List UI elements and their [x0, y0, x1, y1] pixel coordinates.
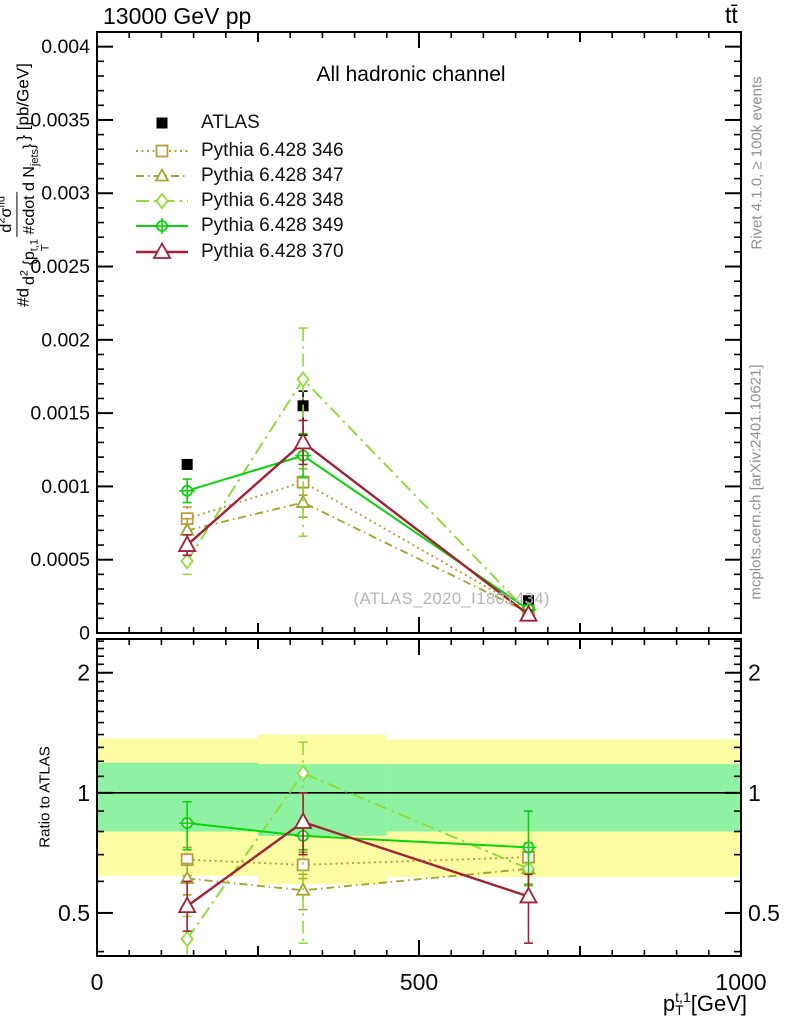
x-tick-label: 0 [91, 969, 104, 995]
legend-label: Pythia 6.428 348 [201, 190, 344, 212]
data-marker [518, 604, 539, 622]
green-band-bin1 [97, 762, 258, 832]
main-y-tick-label: 0 [79, 623, 90, 645]
channel-label: All hadronic channel [316, 63, 506, 86]
data-marker [296, 764, 310, 782]
legend-swatch-square-filled [156, 117, 168, 129]
axis-tick-labels: 0 0.0005 0.001 0.0015 0.002 0.0025 0.003 0.0035… [30, 36, 780, 995]
analysis-watermark: (ATLAS_2020_I1801434) [353, 590, 550, 608]
main-y-tick-label: 0.0005 [30, 549, 90, 571]
main-y-tick-label: 0.003 [41, 183, 90, 205]
legend-swatch-square-open [136, 144, 188, 158]
x-tick-label: 500 [400, 969, 438, 995]
series-line [186, 454, 530, 611]
data-marker [155, 192, 169, 210]
legend-swatch-diamond-open [136, 192, 188, 210]
legend: ATLAS Pythia 6.428 346 Pythia 6.428 347 Pyt… [135, 110, 344, 264]
legend-label: Pythia 6.428 346 [201, 139, 344, 161]
main-y-tick-label: 0.0035 [30, 109, 90, 131]
legend-item: Pythia 6.428 348 [135, 189, 344, 214]
data-marker [296, 858, 310, 872]
ratio-y-tick-label-right: 1 [748, 780, 761, 806]
axis-ticks [96, 32, 742, 956]
legend-item: Pythia 6.428 346 [135, 138, 344, 163]
y-title-suffix: } [pb/GeV] [13, 63, 32, 141]
main-y-tick-label: 0.0015 [30, 403, 90, 425]
main-panel-series [177, 327, 539, 622]
legend-item: Pythia 6.428 349 [135, 214, 344, 239]
series-atlas [181, 390, 534, 607]
y-title-fraction: d2σfid d2 {pt,1T #cdot d Njets} [0, 144, 51, 285]
data-marker [181, 458, 193, 470]
x-tick-label: 1000 [715, 969, 766, 995]
main-y-tick-label: 0.001 [41, 476, 90, 498]
data-marker [296, 370, 310, 388]
ratio-y-tick-label-left: 1 [77, 780, 90, 806]
series-line [186, 501, 529, 614]
legend-swatch-circle-plus [136, 218, 188, 235]
ratio-series-pythia-6-428-370 [177, 792, 539, 944]
y-title-numerator: d2σfid [0, 192, 18, 237]
main-y-tick-label: 0.002 [41, 329, 90, 351]
data-marker [293, 811, 313, 829]
beam-energy-title: 13000 GeV pp [103, 3, 252, 29]
series-pythia-6-428-370 [177, 419, 539, 622]
ratio-uncertainty-bands [97, 734, 741, 885]
data-marker [522, 595, 534, 607]
legend-swatch-triangle-open-big [136, 241, 188, 259]
data-marker [518, 886, 539, 904]
data-marker [152, 241, 172, 259]
mcplots-note: mcplots.cern.ch [arXiv:2401.10621] [747, 364, 765, 600]
main-y-axis-title: #d d2σfid d2 {pt,1T #cdot d Njets} } [pb… [0, 63, 51, 307]
data-marker [293, 432, 313, 450]
green-band-bin2 [258, 764, 387, 836]
ratio-axis-title: Ratio to ATLAS [36, 746, 54, 848]
data-marker [180, 930, 194, 948]
ratio-y-tick-label-right: 0.5 [748, 900, 780, 926]
data-marker [177, 534, 197, 552]
legend-item: Pythia 6.428 370 [135, 239, 344, 264]
green-band-bin3 [386, 764, 741, 832]
rivet-version-note: Rivet 4.1.0, ≥ 100k events [748, 76, 766, 250]
main-y-tick-label: 0.0025 [30, 256, 90, 278]
data-marker [155, 144, 169, 158]
y-title-denominator: d2 {p t,1 T #cdot d Njets} [18, 143, 52, 285]
series-pythia-6-428-348 [180, 327, 536, 621]
ratio-y-tick-label-left: 0.5 [58, 900, 90, 926]
process-title: tt̄ [725, 2, 738, 28]
series-line [187, 867, 529, 892]
ratio-y-tick-label-left: 2 [77, 660, 90, 686]
data-marker [177, 895, 197, 914]
ratio-panel-series [177, 741, 539, 956]
legend-swatch-triangle-open [136, 167, 188, 182]
data-marker [154, 167, 170, 182]
y-title-prefix: #d [13, 287, 32, 307]
x-axis-title: p t,1 T [GeV] [662, 989, 747, 1019]
data-marker [156, 117, 168, 129]
legend-label: ATLAS [201, 111, 260, 133]
legend-item: ATLAS [135, 110, 344, 135]
main-y-tick-label: 0.004 [41, 36, 90, 58]
series-line [186, 771, 529, 940]
series-line [186, 377, 530, 614]
ratio-y-tick-label-right: 2 [748, 660, 761, 686]
legend-label: Pythia 6.428 349 [201, 215, 344, 237]
data-marker [180, 552, 194, 570]
legend-label: Pythia 6.428 370 [201, 240, 344, 262]
legend-item: Pythia 6.428 347 [135, 163, 344, 188]
legend-label: Pythia 6.428 347 [201, 164, 344, 186]
